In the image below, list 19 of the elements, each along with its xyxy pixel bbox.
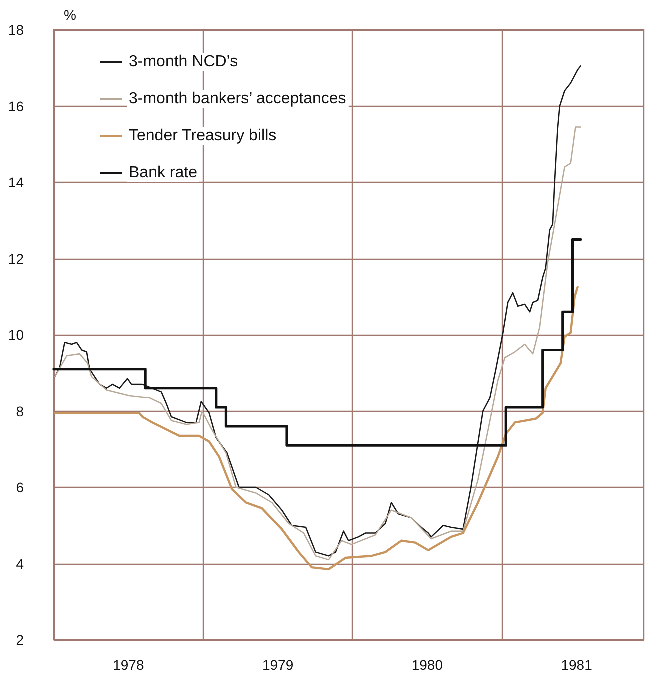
y-tick-label: 4 [16, 556, 24, 572]
y-tick-label: 8 [16, 403, 24, 420]
x-tick-label: 1978 [113, 657, 144, 673]
legend-label: 3-month bankers’ acceptances [129, 90, 346, 108]
y-tick-label: 6 [16, 480, 24, 496]
y-tick-label: 16 [8, 98, 24, 114]
legend-label: 3-month NCD’s [129, 54, 238, 70]
y-tick-label: 18 [8, 22, 24, 38]
y-tick-label: 12 [8, 250, 24, 267]
y-tick-label: 10 [8, 327, 24, 343]
y-tick-label: 2 [16, 632, 24, 648]
legend-label: Bank rate [129, 164, 198, 182]
y-tick-label: 14 [8, 174, 24, 190]
x-tick-label: 1979 [262, 657, 294, 673]
line-series [54, 286, 579, 571]
y-axis-title: % [64, 7, 76, 23]
x-tick-label: 1980 [412, 657, 444, 673]
x-tick-label: 1981 [561, 657, 593, 673]
legend-label: Tender Treasury bills [129, 128, 277, 144]
